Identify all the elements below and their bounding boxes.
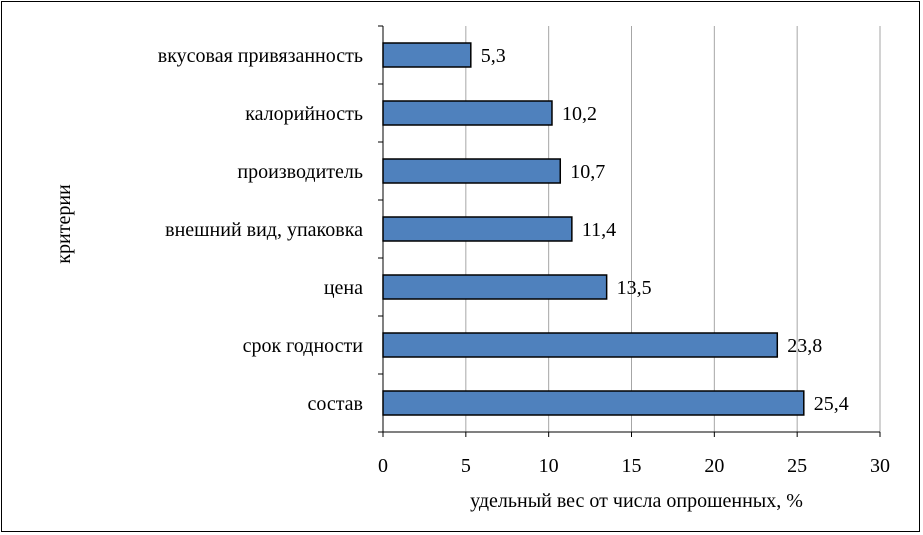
x-tick-label-25: 25 <box>787 455 807 477</box>
x-axis-title: удельный вес от числа опрошенных, % <box>470 490 803 512</box>
x-tick-label-20: 20 <box>704 455 724 477</box>
category-label-5: цена <box>324 277 363 299</box>
bar-3 <box>382 158 562 184</box>
data-label-3: 10,7 <box>570 161 605 183</box>
x-tick-label-15: 15 <box>622 455 642 477</box>
axes <box>378 25 881 437</box>
category-label-1: вкусовая привязанность <box>158 45 363 67</box>
x-tick-label-30: 30 <box>870 455 890 477</box>
bar-4 <box>382 216 573 242</box>
bar-2 <box>382 100 553 126</box>
y-axis-title: критерии <box>53 184 75 264</box>
category-label-2: калорийность <box>245 103 363 125</box>
category-label-6: срок годности <box>243 335 364 357</box>
bar-1 <box>382 42 472 68</box>
bars <box>382 42 805 416</box>
x-tick-label-5: 5 <box>461 455 471 477</box>
data-label-2: 10,2 <box>562 103 597 125</box>
bar-7 <box>382 390 805 416</box>
bar-6 <box>382 332 779 358</box>
labels: вкусовая привязанность 5,3 калорийность 10,… <box>158 45 890 477</box>
data-label-7: 25,4 <box>814 393 849 415</box>
category-label-7: состав <box>307 393 363 415</box>
category-label-3: производитель <box>237 161 363 183</box>
bar-5 <box>382 274 608 300</box>
gridlines <box>465 26 881 432</box>
x-tick-label-0: 0 <box>378 455 388 477</box>
data-label-5: 13,5 <box>617 277 652 299</box>
data-label-1: 5,3 <box>481 45 506 67</box>
category-label-4: внешний вид, упаковка <box>165 219 363 241</box>
x-tick-label-10: 10 <box>539 455 559 477</box>
data-label-4: 11,4 <box>582 219 616 241</box>
data-label-6: 23,8 <box>787 335 822 357</box>
